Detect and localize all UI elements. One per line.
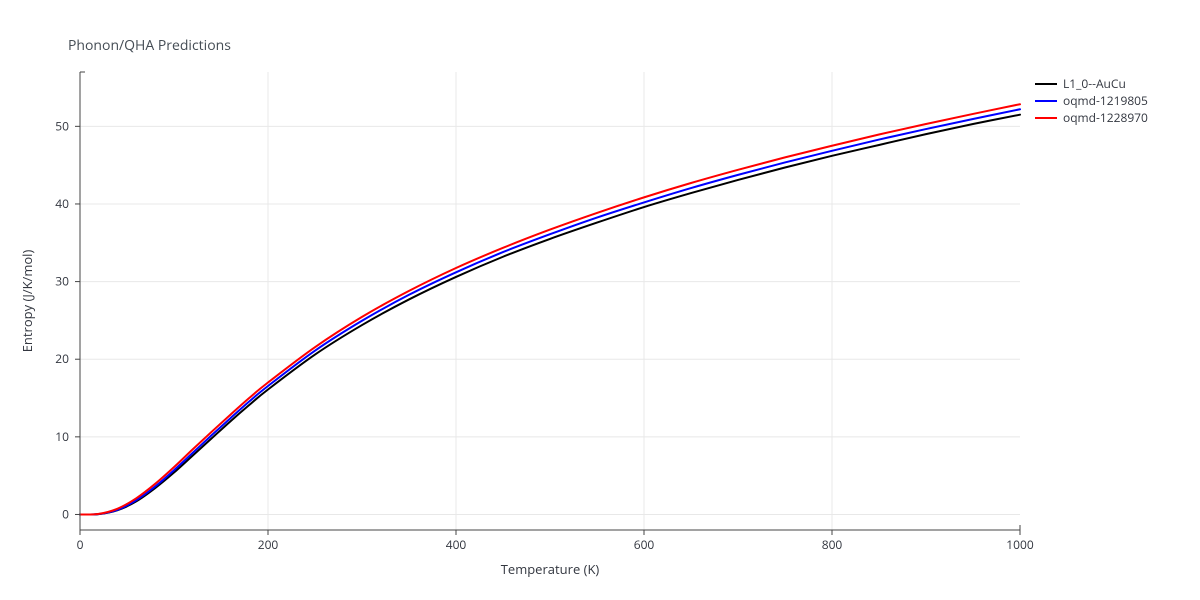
series-line <box>80 109 1020 514</box>
legend-label: L1_0--AuCu <box>1063 75 1126 92</box>
x-axis-label: Temperature (K) <box>501 560 600 578</box>
chart-container: Phonon/QHA Predictions 02004006008001000… <box>0 0 1200 600</box>
y-tick-label: 0 <box>62 505 69 522</box>
y-tick-label: 40 <box>55 195 69 212</box>
y-axis-label: Entropy (J/K/mol) <box>18 250 36 353</box>
series-line <box>80 104 1020 514</box>
x-tick-label: 1000 <box>1006 536 1034 553</box>
x-tick-label: 600 <box>634 536 655 553</box>
y-tick-label: 50 <box>55 117 69 134</box>
x-tick-label: 200 <box>258 536 279 553</box>
entropy-line-chart: 0 200 400 600 800 1000 0 10 20 30 40 50 Temperature … <box>0 0 1200 600</box>
legend-label: oqmd-1219805 <box>1063 92 1148 109</box>
chart-title: Phonon/QHA Predictions <box>68 36 231 55</box>
x-tick-label: 0 <box>77 536 84 553</box>
y-tick-label: 20 <box>55 350 69 367</box>
x-tick-label: 400 <box>446 536 467 553</box>
series-line <box>80 115 1020 515</box>
y-tick-label: 10 <box>55 428 69 445</box>
x-tick-label: 800 <box>822 536 843 553</box>
legend-label: oqmd-1228970 <box>1063 109 1148 126</box>
y-tick-label: 30 <box>55 273 69 290</box>
